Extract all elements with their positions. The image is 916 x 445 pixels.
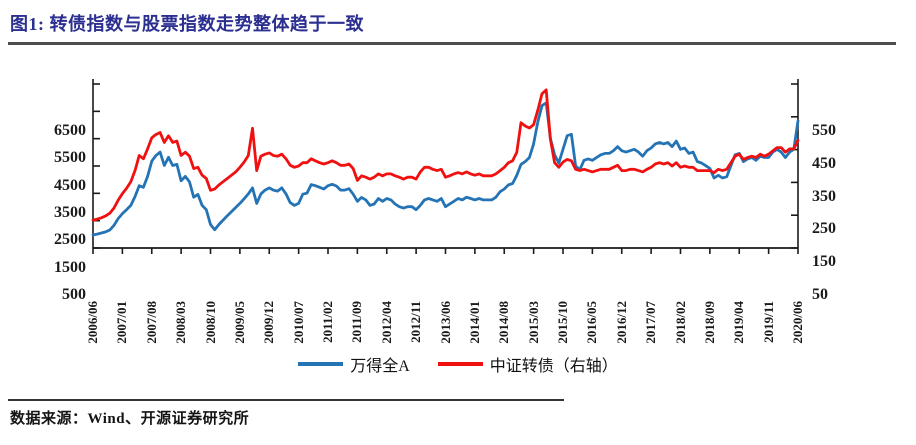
plot-svg xyxy=(91,79,800,254)
y-axis-right-label: 50 xyxy=(812,286,828,303)
y-axis-right-label: 250 xyxy=(812,220,836,238)
y-axis-right-label: 150 xyxy=(812,253,836,271)
legend-label: 中证转债（右轴） xyxy=(489,358,618,375)
source-divider xyxy=(8,399,564,401)
y-axis-left-label: 500 xyxy=(62,286,86,303)
legend-item-1: 中证转债（右轴） xyxy=(437,352,618,376)
legend-line-swatch xyxy=(437,362,483,366)
legend-label: 万得全A xyxy=(350,358,410,375)
y-axis-left-label: 1500 xyxy=(54,258,86,276)
legend-item-0: 万得全A xyxy=(298,352,410,376)
chart-legend: 万得全A 中证转债（右轴） xyxy=(0,352,916,376)
title-divider xyxy=(8,42,896,45)
figure-title: 图1: 转债指数与股票指数走势整体趋于一致 xyxy=(10,14,364,34)
line-chart: 6500 5500 4500 3500 2500 1500 500 550 450 350 250 1… xyxy=(0,48,916,348)
y-axis-left-label: 6500 xyxy=(54,122,86,139)
y-axis-right-label: 550 xyxy=(812,122,836,139)
data-source: 数据来源：Wind、开源证券研究所 xyxy=(10,411,250,427)
y-axis-left-label: 2500 xyxy=(54,231,86,249)
y-axis-left-label: 4500 xyxy=(54,176,86,194)
y-axis-left-label: 3500 xyxy=(54,204,86,221)
y-axis-right-label: 350 xyxy=(812,187,836,205)
series-wind-all-a xyxy=(91,101,800,237)
series-csi-convertible xyxy=(91,88,800,222)
y-axis-right-label: 450 xyxy=(812,154,836,172)
legend-line-swatch xyxy=(298,362,344,366)
y-axis-left-label: 5500 xyxy=(54,149,86,167)
